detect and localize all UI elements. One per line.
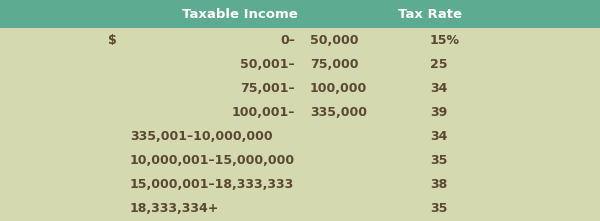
Text: 34: 34 xyxy=(430,82,448,95)
Text: 39: 39 xyxy=(430,106,447,119)
Bar xyxy=(0,0,600,28)
Text: 100,000: 100,000 xyxy=(310,82,367,95)
Text: Taxable Income: Taxable Income xyxy=(182,8,298,21)
Text: 10,000,001–15,000,000: 10,000,001–15,000,000 xyxy=(130,154,295,167)
Text: 75,001–: 75,001– xyxy=(241,82,295,95)
Text: 50,000: 50,000 xyxy=(310,34,359,47)
Text: 75,000: 75,000 xyxy=(310,58,359,71)
Text: 335,001–10,000,000: 335,001–10,000,000 xyxy=(130,130,272,143)
Text: 25: 25 xyxy=(430,58,448,71)
Text: 18,333,334+: 18,333,334+ xyxy=(130,202,220,215)
Text: 38: 38 xyxy=(430,178,447,191)
Text: 35: 35 xyxy=(430,202,448,215)
Text: 100,001–: 100,001– xyxy=(232,106,295,119)
Text: 34: 34 xyxy=(430,130,448,143)
Text: $: $ xyxy=(108,34,117,47)
Text: 335,000: 335,000 xyxy=(310,106,367,119)
Text: Tax Rate: Tax Rate xyxy=(398,8,462,21)
Text: 15,000,001–18,333,333: 15,000,001–18,333,333 xyxy=(130,178,294,191)
Text: 50,001–: 50,001– xyxy=(241,58,295,71)
Text: 35: 35 xyxy=(430,154,448,167)
Text: 0–: 0– xyxy=(280,34,295,47)
Text: 15%: 15% xyxy=(430,34,460,47)
